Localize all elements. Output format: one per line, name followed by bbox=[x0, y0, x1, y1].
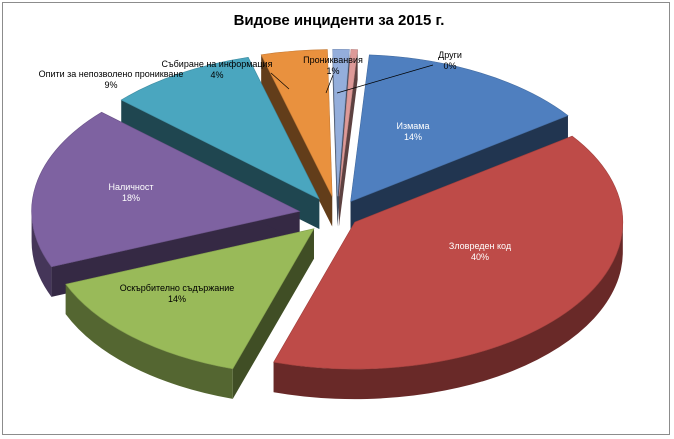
slice-value-label: 1% bbox=[326, 66, 339, 76]
pie-slice bbox=[338, 49, 358, 197]
pie-slice bbox=[332, 49, 350, 197]
pie-slice bbox=[273, 135, 624, 370]
chart-title: Видове инциденти за 2015 г. bbox=[234, 12, 445, 29]
slice-label: Измама bbox=[397, 121, 430, 131]
slice-side bbox=[31, 211, 52, 297]
slice-value-label: 9% bbox=[104, 80, 117, 90]
slice-wall bbox=[232, 228, 314, 399]
pie-slice bbox=[65, 228, 315, 370]
slice-wall bbox=[338, 49, 358, 227]
slice-value-label: 18% bbox=[122, 193, 140, 203]
pie-slice bbox=[350, 54, 569, 203]
leader-line bbox=[336, 64, 434, 94]
pie-slice bbox=[260, 49, 333, 197]
pie-chart: Видове инциденти за 2015 г. Измама14%Зло… bbox=[31, 12, 624, 400]
pie-slice bbox=[120, 56, 320, 200]
slice-side bbox=[65, 284, 233, 399]
slice-side bbox=[273, 222, 623, 400]
slice-value-label: 14% bbox=[404, 132, 422, 142]
slice-label: Зловреден код bbox=[449, 241, 512, 251]
leader-line bbox=[270, 72, 290, 90]
slice-label: Проникванвия bbox=[303, 55, 363, 65]
slice-label: Оскърбително съдържание bbox=[120, 283, 235, 293]
slice-label: Други bbox=[438, 50, 462, 60]
pie-slice bbox=[31, 111, 301, 268]
slice-value-label: 0% bbox=[443, 61, 456, 71]
chart-frame: Видове инциденти за 2015 г. Измама 14% Зло… bbox=[2, 2, 670, 435]
slice-value-label: 4% bbox=[210, 70, 223, 80]
slice-label: Опити за непозволено проникване bbox=[39, 69, 184, 79]
slice-wall bbox=[261, 54, 333, 227]
leader-line bbox=[325, 74, 334, 94]
slice-value-label: 14% bbox=[168, 294, 186, 304]
slice-value-label: 40% bbox=[471, 252, 489, 262]
slice-label: Събиране на информация bbox=[162, 59, 273, 69]
slice-label: Наличност bbox=[108, 182, 153, 192]
